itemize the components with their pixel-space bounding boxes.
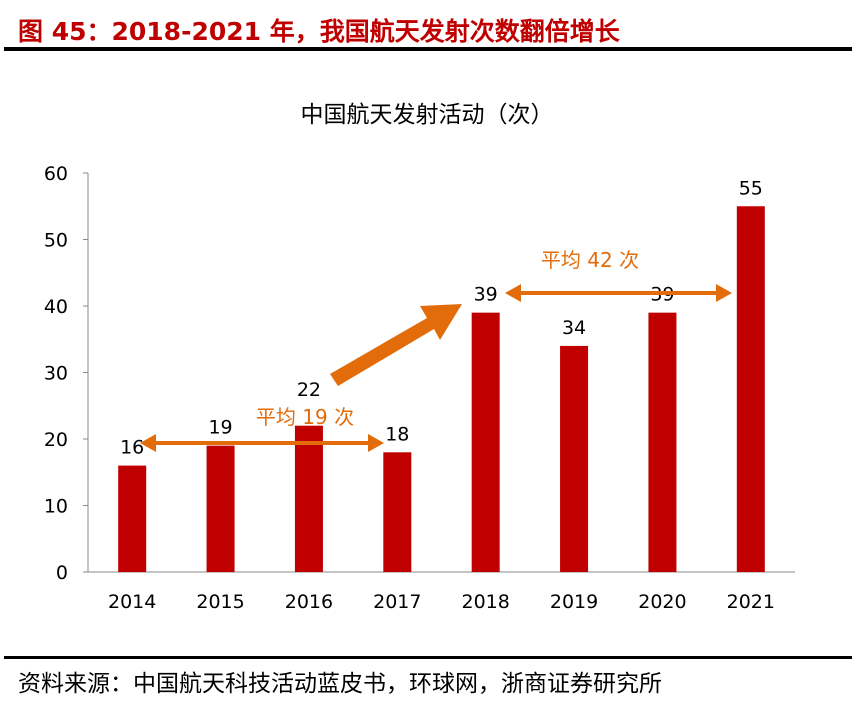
bar-2018 (471, 312, 500, 572)
data-label-2016: 22 (297, 379, 321, 401)
source-note: 资料来源：中国航天科技活动蓝皮书，环球网，浙商证券研究所 (18, 671, 662, 697)
growth-arrow (330, 304, 462, 386)
y-tick-label: 10 (44, 496, 68, 518)
x-tick-label-2015: 2015 (196, 591, 244, 613)
bar-2019 (560, 345, 589, 572)
y-tick-label: 50 (44, 230, 68, 252)
y-tick-label: 40 (44, 296, 68, 318)
annotation-avg-42: 平均 42 次 (541, 248, 639, 272)
header-divider (4, 47, 852, 51)
bar-2015 (206, 445, 235, 572)
avg-arrow-2018-2021-head-right (716, 284, 732, 302)
x-tick-label-2020: 2020 (638, 591, 686, 613)
y-tick-label: 0 (56, 562, 68, 584)
chart-title: 中国航天发射活动（次） (301, 102, 554, 128)
bar-2020 (648, 312, 677, 572)
bar-2017 (383, 452, 412, 572)
x-tick-label-2017: 2017 (373, 591, 421, 613)
x-tick-label-2019: 2019 (550, 591, 598, 613)
data-label-2019: 34 (562, 317, 586, 339)
x-tick-label-2021: 2021 (727, 591, 775, 613)
data-label-2017: 18 (385, 423, 409, 445)
avg-arrow-2014-2017-head-left (140, 434, 156, 452)
bar-2021 (736, 206, 765, 572)
y-tick-label: 20 (44, 429, 68, 451)
footer-divider (4, 656, 852, 659)
x-tick-label-2014: 2014 (108, 591, 156, 613)
x-tick-label-2016: 2016 (285, 591, 333, 613)
data-label-2014: 16 (120, 437, 144, 459)
annotation-avg-19: 平均 19 次 (256, 405, 354, 429)
data-label-2018: 39 (474, 284, 498, 306)
avg-arrow-2018-2021-head-left (505, 284, 521, 302)
bar-2014 (118, 465, 147, 572)
x-tick-label-2018: 2018 (462, 591, 510, 613)
y-tick-label: 30 (44, 363, 68, 385)
figure-header: 图 45：2018-2021 年，我国航天发射次数翻倍增长 (18, 17, 620, 46)
data-label-2021: 55 (739, 177, 763, 199)
y-tick-label: 60 (44, 163, 68, 185)
avg-arrow-2014-2017-head-right (368, 434, 384, 452)
bar-2016 (294, 425, 323, 572)
data-label-2015: 19 (208, 417, 232, 439)
